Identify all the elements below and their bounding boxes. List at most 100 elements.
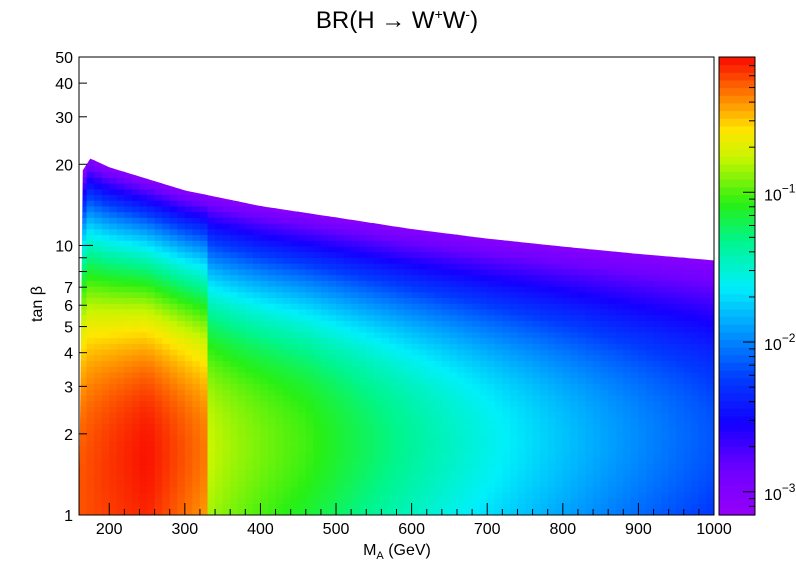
heatmap-cell: [525, 97, 533, 103]
heatmap-cell: [86, 348, 95, 356]
heatmap-cell: [373, 417, 382, 425]
heatmap-cell: [215, 240, 224, 247]
heatmap-cell: [215, 400, 224, 407]
heatmap-cell: [267, 303, 277, 310]
heatmap-cell: [162, 389, 171, 396]
heatmap-cell: [388, 245, 398, 253]
heatmap-cell: [532, 211, 541, 218]
heatmap-cell: [177, 63, 185, 69]
heatmap-cell: [192, 411, 201, 419]
heatmap-cell: [547, 429, 556, 436]
heatmap-cell: [540, 160, 549, 167]
heatmap-cell: [124, 303, 133, 310]
heatmap-cell: [252, 263, 262, 270]
heatmap-cell: [252, 158, 262, 161]
heatmap-cell: [479, 217, 488, 224]
heatmap-cell: [147, 497, 156, 505]
heatmap-cell: [328, 120, 336, 126]
heatmap-cell: [101, 389, 110, 396]
heatmap-cell: [472, 268, 481, 276]
heatmap-cell: [517, 423, 526, 430]
heatmap-cell: [147, 474, 156, 482]
heatmap-cell: [472, 423, 481, 430]
heatmap-cell: [147, 280, 156, 287]
heatmap-cell: [245, 406, 254, 413]
heatmap-cell: [154, 463, 163, 470]
heatmap-cell: [298, 251, 307, 258]
heatmap-cell: [86, 480, 95, 487]
heatmap-cell: [494, 360, 503, 367]
heatmap-cell: [517, 457, 526, 465]
heatmap-cell: [237, 354, 246, 362]
heatmap-cell: [457, 80, 465, 86]
heatmap-cell: [434, 57, 442, 63]
heatmap-cell: [449, 120, 457, 126]
heatmap-cell: [170, 109, 178, 115]
heatmap-cell: [154, 268, 163, 276]
heatmap-cell: [487, 394, 496, 402]
heatmap-cell: [540, 337, 549, 344]
heatmap-cell: [252, 469, 262, 476]
heatmap-cell: [411, 240, 420, 247]
heatmap-cell: [540, 120, 548, 126]
heatmap-cell: [404, 114, 412, 120]
heatmap-cell: [147, 114, 155, 120]
heatmap-cell: [396, 331, 405, 339]
heatmap-cell: [86, 165, 95, 173]
heatmap-cell: [456, 223, 466, 230]
heatmap-cell: [540, 171, 549, 178]
heatmap-cell: [389, 57, 397, 63]
heatmap-cell: [245, 263, 254, 270]
heatmap-cell: [479, 463, 488, 470]
heatmap-cell: [162, 68, 170, 74]
heatmap-cell: [464, 360, 473, 367]
heatmap-cell: [381, 165, 390, 173]
heatmap-cell: [328, 331, 337, 339]
heatmap-cell: [525, 343, 534, 350]
heatmap-cell: [479, 268, 488, 276]
heatmap-cell: [147, 423, 156, 430]
heatmap-cell: [411, 177, 420, 184]
heatmap-cell: [472, 165, 481, 173]
heatmap-cell: [154, 263, 163, 270]
heatmap-cell: [306, 68, 314, 74]
heatmap-cell: [207, 337, 216, 344]
heatmap-cell: [124, 469, 133, 476]
heatmap-cell: [237, 240, 246, 247]
heatmap-cell: [230, 97, 238, 103]
heatmap-cell: [101, 463, 110, 470]
heatmap-cell: [389, 63, 397, 69]
heatmap-cell: [336, 251, 345, 258]
heatmap-cell: [132, 131, 140, 137]
heatmap-cell: [124, 423, 133, 430]
heatmap-cell: [351, 348, 360, 356]
heatmap-cell: [533, 131, 541, 137]
heatmap-cell: [94, 205, 103, 213]
heatmap-cell: [94, 109, 102, 115]
heatmap-cell: [411, 383, 420, 390]
heatmap-cell: [411, 457, 420, 465]
heatmap-cell: [509, 360, 519, 367]
heatmap-cell: [162, 326, 171, 333]
heatmap-cell: [328, 177, 337, 184]
heatmap-cell: [480, 91, 488, 97]
heatmap-cell: [494, 366, 503, 373]
heatmap-cell: [426, 326, 435, 333]
heatmap-cell: [238, 109, 246, 115]
heatmap-cell: [260, 63, 268, 69]
heatmap-cell: [540, 457, 549, 465]
heatmap-cell: [94, 223, 103, 230]
heatmap-cell: [260, 286, 269, 293]
heatmap-cell: [320, 434, 330, 442]
heatmap-cell: [283, 406, 292, 413]
heatmap-cell: [199, 314, 209, 321]
heatmap-cell: [396, 406, 405, 413]
heatmap-cell: [343, 217, 352, 224]
heatmap-cell: [79, 120, 87, 126]
heatmap-cell: [184, 160, 193, 167]
heatmap-cell: [252, 457, 262, 465]
heatmap-cell: [192, 480, 201, 487]
heatmap-cell: [101, 469, 110, 476]
heatmap-cell: [441, 286, 451, 293]
heatmap-cell: [502, 503, 511, 510]
